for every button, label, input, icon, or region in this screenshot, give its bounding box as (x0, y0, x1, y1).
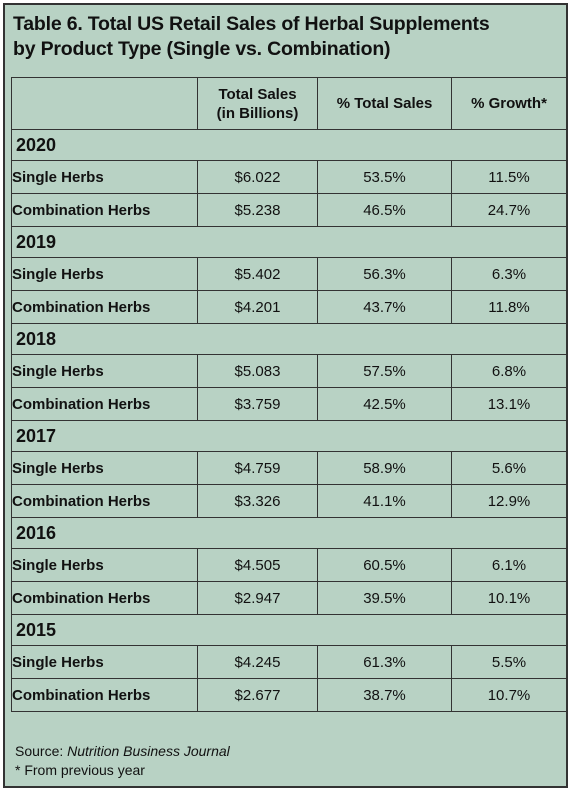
year-label: 2020 (11, 129, 567, 161)
pct-total-cell: 53.5% (317, 160, 452, 194)
pct-growth-cell: 11.5% (451, 160, 567, 194)
year-label: 2017 (11, 420, 567, 452)
year-label: 2019 (11, 226, 567, 258)
header-total-sales-line2: (in Billions) (216, 104, 299, 122)
pct-total-cell: 43.7% (317, 290, 452, 324)
header-total-sales: Total Sales (in Billions) (197, 77, 318, 130)
product-type-cell: Single Herbs (11, 160, 198, 194)
header-total-sales-line1: Total Sales (218, 85, 297, 103)
source-label: Source: (15, 743, 64, 759)
year-row: 2015 (11, 614, 567, 646)
footnote: Source: Nutrition Business Journal * Fro… (15, 742, 230, 780)
pct-total-cell: 46.5% (317, 193, 452, 227)
pct-total-cell: 60.5% (317, 548, 452, 582)
product-type-cell: Single Herbs (11, 257, 198, 291)
pct-total-cell: 38.7% (317, 678, 452, 712)
pct-growth-cell: 6.1% (451, 548, 567, 582)
product-type-cell: Single Herbs (11, 451, 198, 485)
pct-growth-cell: 12.9% (451, 484, 567, 518)
pct-total-cell: 58.9% (317, 451, 452, 485)
table-row: Combination Herbs $5.238 46.5% 24.7% (11, 193, 567, 227)
pct-total-cell: 61.3% (317, 645, 452, 679)
year-row: 2018 (11, 323, 567, 355)
total-sales-cell: $2.677 (197, 678, 318, 712)
header-pct-total: % Total Sales (317, 77, 452, 130)
total-sales-cell: $3.326 (197, 484, 318, 518)
pct-growth-cell: 6.3% (451, 257, 567, 291)
total-sales-cell: $3.759 (197, 387, 318, 421)
pct-total-cell: 57.5% (317, 354, 452, 388)
pct-growth-cell: 10.1% (451, 581, 567, 615)
pct-growth-cell: 5.5% (451, 645, 567, 679)
header-row: Total Sales (in Billions) % Total Sales … (11, 77, 567, 130)
pct-total-cell: 41.1% (317, 484, 452, 518)
table-row: Single Herbs $4.759 58.9% 5.6% (11, 451, 567, 485)
pct-growth-cell: 5.6% (451, 451, 567, 485)
title-line-1: Table 6. Total US Retail Sales of Herbal… (13, 13, 490, 35)
source-line: Source: Nutrition Business Journal (15, 742, 230, 761)
product-type-cell: Combination Herbs (11, 581, 198, 615)
table-title: Table 6. Total US Retail Sales of Herbal… (13, 12, 563, 62)
table-row: Single Herbs $5.402 56.3% 6.3% (11, 257, 567, 291)
total-sales-cell: $6.022 (197, 160, 318, 194)
table-row: Combination Herbs $4.201 43.7% 11.8% (11, 290, 567, 324)
title-line-2: by Product Type (Single vs. Combination) (13, 38, 391, 60)
product-type-cell: Single Herbs (11, 548, 198, 582)
header-product-type (11, 77, 198, 130)
year-row: 2017 (11, 420, 567, 452)
total-sales-cell: $4.759 (197, 451, 318, 485)
total-sales-cell: $4.505 (197, 548, 318, 582)
sales-table: Total Sales (in Billions) % Total Sales … (11, 77, 567, 712)
pct-growth-cell: 11.8% (451, 290, 567, 324)
pct-growth-cell: 13.1% (451, 387, 567, 421)
pct-total-cell: 56.3% (317, 257, 452, 291)
table-row: Single Herbs $4.245 61.3% 5.5% (11, 645, 567, 679)
table-row: Combination Herbs $3.759 42.5% 13.1% (11, 387, 567, 421)
total-sales-cell: $4.201 (197, 290, 318, 324)
year-row: 2020 (11, 129, 567, 161)
header-pct-growth: % Growth* (451, 77, 567, 130)
pct-growth-cell: 6.8% (451, 354, 567, 388)
product-type-cell: Single Herbs (11, 645, 198, 679)
product-type-cell: Combination Herbs (11, 387, 198, 421)
total-sales-cell: $5.238 (197, 193, 318, 227)
product-type-cell: Single Herbs (11, 354, 198, 388)
product-type-cell: Combination Herbs (11, 678, 198, 712)
source-name: Nutrition Business Journal (67, 743, 230, 759)
total-sales-cell: $5.083 (197, 354, 318, 388)
pct-growth-cell: 10.7% (451, 678, 567, 712)
year-label: 2016 (11, 517, 567, 549)
table-row: Single Herbs $4.505 60.5% 6.1% (11, 548, 567, 582)
pct-total-cell: 42.5% (317, 387, 452, 421)
total-sales-cell: $2.947 (197, 581, 318, 615)
table-row: Combination Herbs $3.326 41.1% 12.9% (11, 484, 567, 518)
pct-total-cell: 39.5% (317, 581, 452, 615)
year-row: 2019 (11, 226, 567, 258)
table-row: Combination Herbs $2.677 38.7% 10.7% (11, 678, 567, 712)
year-label: 2018 (11, 323, 567, 355)
product-type-cell: Combination Herbs (11, 193, 198, 227)
growth-note: * From previous year (15, 762, 145, 778)
table-panel: Table 6. Total US Retail Sales of Herbal… (3, 3, 568, 788)
total-sales-cell: $4.245 (197, 645, 318, 679)
product-type-cell: Combination Herbs (11, 484, 198, 518)
table-row: Combination Herbs $2.947 39.5% 10.1% (11, 581, 567, 615)
pct-growth-cell: 24.7% (451, 193, 567, 227)
table-row: Single Herbs $5.083 57.5% 6.8% (11, 354, 567, 388)
year-label: 2015 (11, 614, 567, 646)
product-type-cell: Combination Herbs (11, 290, 198, 324)
total-sales-cell: $5.402 (197, 257, 318, 291)
table-row: Single Herbs $6.022 53.5% 11.5% (11, 160, 567, 194)
year-row: 2016 (11, 517, 567, 549)
table-body: 2020 Single Herbs $6.022 53.5% 11.5% Combinat… (11, 129, 567, 712)
